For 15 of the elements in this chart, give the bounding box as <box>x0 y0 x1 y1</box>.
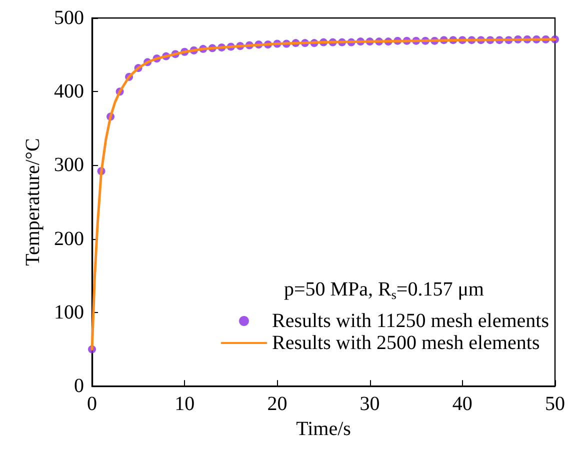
legend-label: Results with 2500 mesh elements <box>272 332 540 354</box>
x-tick-label: 40 <box>452 393 472 416</box>
x-tick-label: 50 <box>545 393 565 416</box>
y-axis-title: Temperature/°C <box>22 138 44 266</box>
x-tick-label: 30 <box>360 393 380 416</box>
y-tick-label: 200 <box>54 228 84 250</box>
y-tick-label: 500 <box>54 7 84 29</box>
y-tick-label: 0 <box>74 375 84 398</box>
y-tick-label: 100 <box>54 301 84 324</box>
x-tick-label: 20 <box>267 393 288 416</box>
x-tick-label: 10 <box>174 393 195 416</box>
x-axis-title: Time/s <box>296 418 352 440</box>
y-tick-label: 300 <box>54 154 84 176</box>
legend-label: Results with 11250 mesh elements <box>272 310 550 332</box>
y-tick-label: 400 <box>54 80 84 103</box>
